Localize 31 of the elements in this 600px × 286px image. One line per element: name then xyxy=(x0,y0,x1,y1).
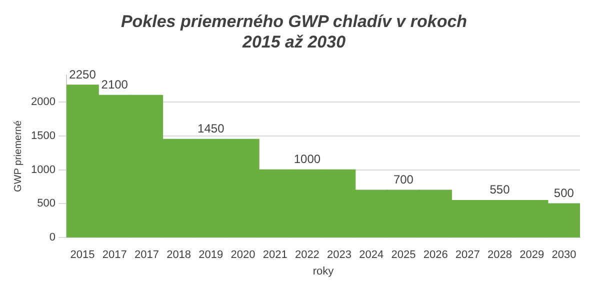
y-tick-label: 1000 xyxy=(30,164,56,176)
x-tick-label: 2018 xyxy=(166,249,192,262)
x-tick-label: 2017 xyxy=(134,249,159,262)
x-tick-label: 2024 xyxy=(359,249,384,262)
x-tick-label: 2027 xyxy=(455,249,480,262)
x-tick-label: 2020 xyxy=(230,249,256,262)
y-axis-title: GWP priemerné xyxy=(12,120,24,192)
data-label: 1000 xyxy=(294,152,321,166)
x-tick-label: 2029 xyxy=(520,249,544,262)
y-tick-label: 1500 xyxy=(30,130,56,142)
data-label: 550 xyxy=(490,182,510,197)
data-label: 700 xyxy=(393,172,414,186)
x-axis-title: roky xyxy=(312,265,334,278)
x-tick-label: 2028 xyxy=(488,249,512,262)
data-label: 2250 xyxy=(69,67,96,82)
data-label: 1450 xyxy=(198,122,225,136)
x-tick-label: 2017 xyxy=(102,249,127,262)
x-tick-label: 2022 xyxy=(294,249,320,262)
y-tick-label: 0 xyxy=(49,232,56,244)
x-tick-label: 2015 xyxy=(70,249,95,262)
x-tick-label: 2019 xyxy=(198,249,224,262)
y-tick-label: 2000 xyxy=(30,96,56,108)
data-label: 2100 xyxy=(101,77,128,92)
x-tick-label: 2026 xyxy=(423,249,448,262)
x-tick-label: 2030 xyxy=(552,249,576,262)
x-tick-label: 2021 xyxy=(262,249,288,262)
x-tick-label: 2025 xyxy=(391,249,416,262)
chart-title: Pokles priemerného GWP chladív v rokoch 2015 až 2030 xyxy=(120,12,468,52)
y-tick-label: 500 xyxy=(37,198,56,210)
data-label: 500 xyxy=(554,186,574,200)
x-tick-label: 2023 xyxy=(327,249,352,262)
